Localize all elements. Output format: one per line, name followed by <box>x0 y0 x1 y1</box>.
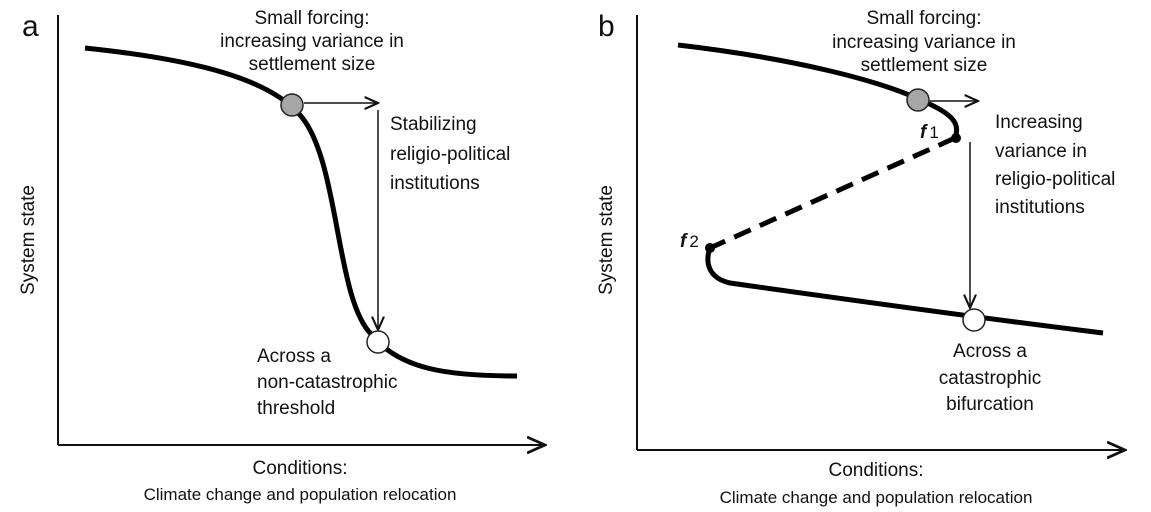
panel-a: a Small forcing: increasing variance in … <box>18 8 545 504</box>
state-dot <box>280 93 304 117</box>
panel-label: a <box>22 10 39 43</box>
x-axis-label: Climate change and population relocation <box>144 485 457 504</box>
state-dot <box>366 330 390 354</box>
x-axis-label: Conditions: <box>252 458 347 479</box>
fold-index: 2 <box>689 232 698 251</box>
fold-dot <box>951 133 961 143</box>
annotation: non-catastrophic <box>257 372 397 393</box>
annotation: settlement size <box>249 54 376 75</box>
fold-symbol: f <box>920 122 928 143</box>
annotation: increasing variance in <box>832 32 1016 53</box>
annotation: religio-political <box>390 144 510 165</box>
state-dot <box>906 88 930 112</box>
annotation: Increasing <box>995 112 1083 133</box>
annotation: bifurcation <box>946 394 1034 415</box>
annotation: catastrophic <box>939 368 1041 389</box>
curve <box>84 45 518 379</box>
x-axis-label: Conditions: <box>828 460 923 481</box>
y-axis-label: System state <box>596 185 617 295</box>
annotation: Across a <box>953 341 1027 362</box>
annotation: institutions <box>390 173 480 194</box>
annotation: Small forcing: <box>866 8 981 29</box>
annotation: Stabilizing <box>390 114 477 135</box>
annotation: Small forcing: <box>254 8 369 29</box>
annotation: increasing variance in <box>220 31 404 52</box>
annotation: Across a <box>257 346 331 367</box>
fold-index: 1 <box>929 123 938 142</box>
x-axis-label: Climate change and population relocation <box>720 488 1033 507</box>
fold-dot <box>705 243 715 253</box>
stable-branch <box>705 247 1104 336</box>
annotation: institutions <box>995 197 1085 218</box>
state-dot <box>962 308 986 332</box>
fold-symbol: f <box>680 231 688 252</box>
annotation: religio-political <box>995 169 1115 190</box>
annotation: variance in <box>995 141 1087 162</box>
panel-label: b <box>598 10 615 43</box>
annotation: settlement size <box>861 55 988 76</box>
stable-branch <box>677 42 960 139</box>
y-axis-label: System state <box>18 185 39 295</box>
annotation: threshold <box>257 398 335 419</box>
unstable-branch <box>708 135 957 251</box>
